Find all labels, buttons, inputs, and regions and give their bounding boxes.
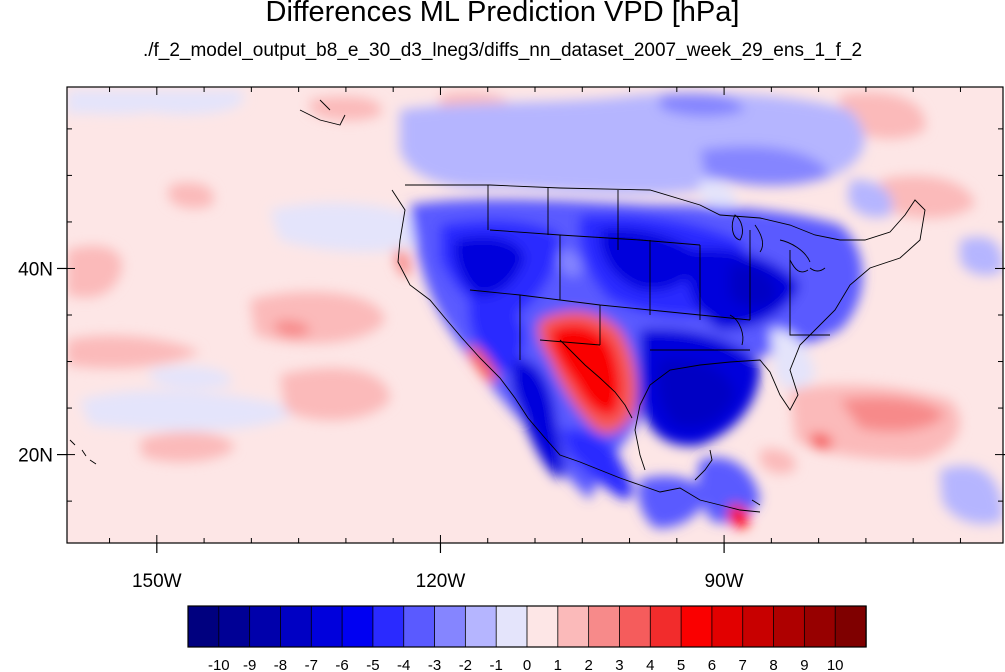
colorbar-labels: -10 -9 -8 -7 -6 -5 -4 -3 -2 -1 0 1 2 3 4 5 6 7 8 9 10: [208, 657, 844, 672]
colorbar-label: 3: [615, 657, 623, 672]
colorbar-swatch: [619, 605, 651, 648]
colorbar-label: 1: [554, 657, 562, 672]
colorbar: [187, 605, 867, 648]
colorbar-label: -10: [208, 657, 230, 672]
colorbar-swatch: [495, 605, 528, 648]
chart-title: Differences ML Prediction VPD [hPa]: [265, 0, 740, 28]
colorbar-swatch: [341, 605, 374, 648]
colorbar-swatch: [218, 605, 251, 648]
colorbar-label: 4: [646, 657, 654, 672]
y-tick-label: 20N: [18, 446, 53, 467]
colorbar-swatch: [742, 605, 775, 648]
colorbar-label: -6: [335, 657, 348, 672]
colorbar-label: -2: [459, 657, 472, 672]
colorbar-swatch: [680, 605, 713, 648]
colorbar-swatch: [773, 605, 806, 648]
colorbar-label: 9: [800, 657, 808, 672]
colorbar-label: -1: [490, 657, 503, 672]
colorbar-swatch: [803, 605, 836, 648]
colorbar-label: 7: [739, 657, 747, 672]
colorbar-label: 6: [708, 657, 716, 672]
colorbar-swatch: [249, 605, 282, 648]
colorbar-label: 8: [769, 657, 777, 672]
colorbar-swatch: [834, 605, 867, 648]
colorbar-swatch: [557, 605, 590, 648]
colorbar-swatch: [403, 605, 436, 648]
x-tick-label: 150W: [132, 571, 182, 592]
colorbar-label: -8: [274, 657, 287, 672]
colorbar-label: 10: [827, 657, 844, 672]
colorbar-swatch: [711, 605, 744, 648]
colorbar-label: -9: [243, 657, 256, 672]
colorbar-swatch: [372, 605, 405, 648]
colorbar-swatch: [434, 605, 467, 648]
colorbar-label: -4: [397, 657, 410, 672]
colorbar-label: -7: [305, 657, 318, 672]
colorbar-swatch: [464, 605, 497, 648]
colorbar-swatch: [280, 605, 312, 648]
x-tick-label: 90W: [705, 571, 744, 592]
coastlines: [69, 99, 926, 513]
colorbar-swatch: [649, 605, 682, 648]
map-field: [67, 87, 1003, 543]
colorbar-swatch: [588, 605, 621, 648]
colorbar-label: -3: [428, 657, 441, 672]
colorbar-label: 5: [677, 657, 685, 672]
colorbar-swatch: [310, 605, 343, 648]
axis-ticks: [57, 87, 1005, 553]
chart-subtitle: ./f_2_model_output_b8_e_30_d3_lneg3/diff…: [142, 40, 863, 61]
axis-tick-labels: 150W 120W 90W 40N 20N: [18, 259, 744, 592]
colorbar-frame: [187, 605, 867, 648]
colorbar-label: 0: [523, 657, 531, 672]
colorbar-swatch: [526, 605, 559, 648]
colorbar-swatch: [187, 605, 220, 648]
x-tick-label: 120W: [416, 571, 466, 592]
colorbar-label: -5: [366, 657, 379, 672]
y-tick-label: 40N: [18, 259, 53, 280]
colorbar-label: 2: [584, 657, 592, 672]
